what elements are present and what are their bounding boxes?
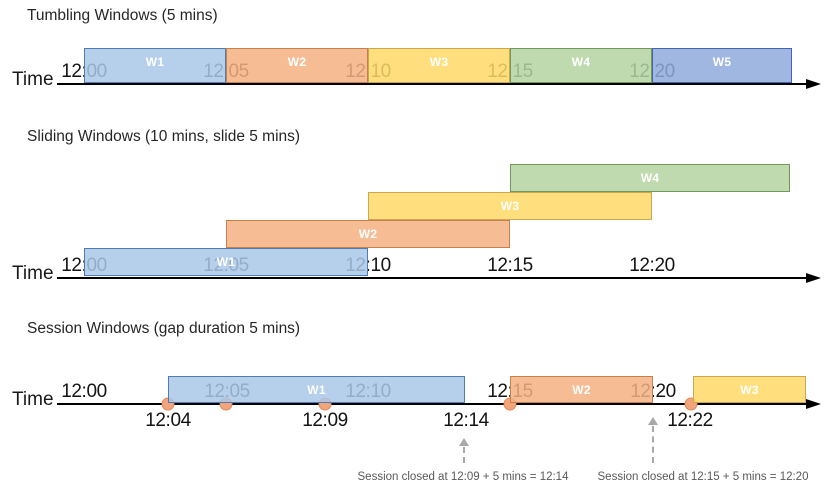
axis-arrow-icon (806, 398, 821, 409)
annotation-arrow-head-icon (648, 417, 658, 425)
window-box-w2: W2 (226, 48, 368, 83)
axis-arrow-icon (806, 272, 821, 283)
window-label: W3 (740, 382, 759, 397)
window-label: W1 (145, 54, 165, 69)
annotation-arrow (463, 447, 465, 463)
window-box-w3: W3 (368, 48, 510, 83)
window-box-w2: W2 (510, 376, 653, 403)
window-label: W5 (712, 54, 732, 69)
window-box-w3: W3 (368, 192, 652, 220)
window-label: W4 (640, 171, 660, 185)
annotation-text: Session closed at 12:09 + 5 mins = 12:14 (357, 471, 569, 483)
window-label: W4 (571, 54, 591, 69)
window-box-w3: W3 (693, 376, 806, 403)
window-label: W3 (429, 54, 449, 69)
window-box-w5: W5 (652, 48, 792, 83)
section-title: Sliding Windows (10 mins, slide 5 mins) (27, 128, 301, 145)
section-title: Session Windows (gap duration 5 mins) (27, 320, 301, 337)
window-box-w1: W1 (168, 376, 465, 403)
tick-label: 12:20 (629, 255, 675, 276)
window-box-w2: W2 (226, 220, 510, 248)
window-label: W2 (287, 54, 307, 69)
time-axis (57, 277, 806, 279)
window-box-w1: W1 (84, 48, 226, 83)
window-box-w1: W1 (84, 248, 368, 276)
window-label: W3 (500, 199, 520, 213)
event-time-label: 12:09 (302, 410, 348, 431)
time-axis-caption: Time (12, 69, 54, 90)
section-title: Tumbling Windows (5 mins) (27, 7, 218, 24)
axis-arrow-icon (806, 78, 821, 89)
tick-label: 12:15 (487, 255, 533, 276)
window-label: W1 (307, 382, 326, 397)
time-axis-caption: Time (12, 263, 54, 284)
time-axis (57, 403, 806, 405)
event-time-label: 12:22 (667, 410, 713, 431)
annotation-text: Session closed at 12:15 + 5 mins = 12:20 (597, 471, 809, 483)
window-label: W2 (358, 227, 378, 241)
tick-label: 12:00 (61, 381, 107, 402)
event-time-label: 12:14 (443, 410, 489, 431)
window-box-w4: W4 (510, 164, 790, 192)
window-box-w4: W4 (510, 48, 652, 83)
window-label: W1 (216, 255, 236, 269)
time-axis-caption: Time (12, 389, 54, 410)
annotation-arrow (652, 426, 654, 463)
window-label: W2 (572, 382, 591, 397)
annotation-arrow-head-icon (459, 438, 469, 446)
event-time-label: 12:04 (145, 410, 191, 431)
time-axis (57, 83, 806, 85)
